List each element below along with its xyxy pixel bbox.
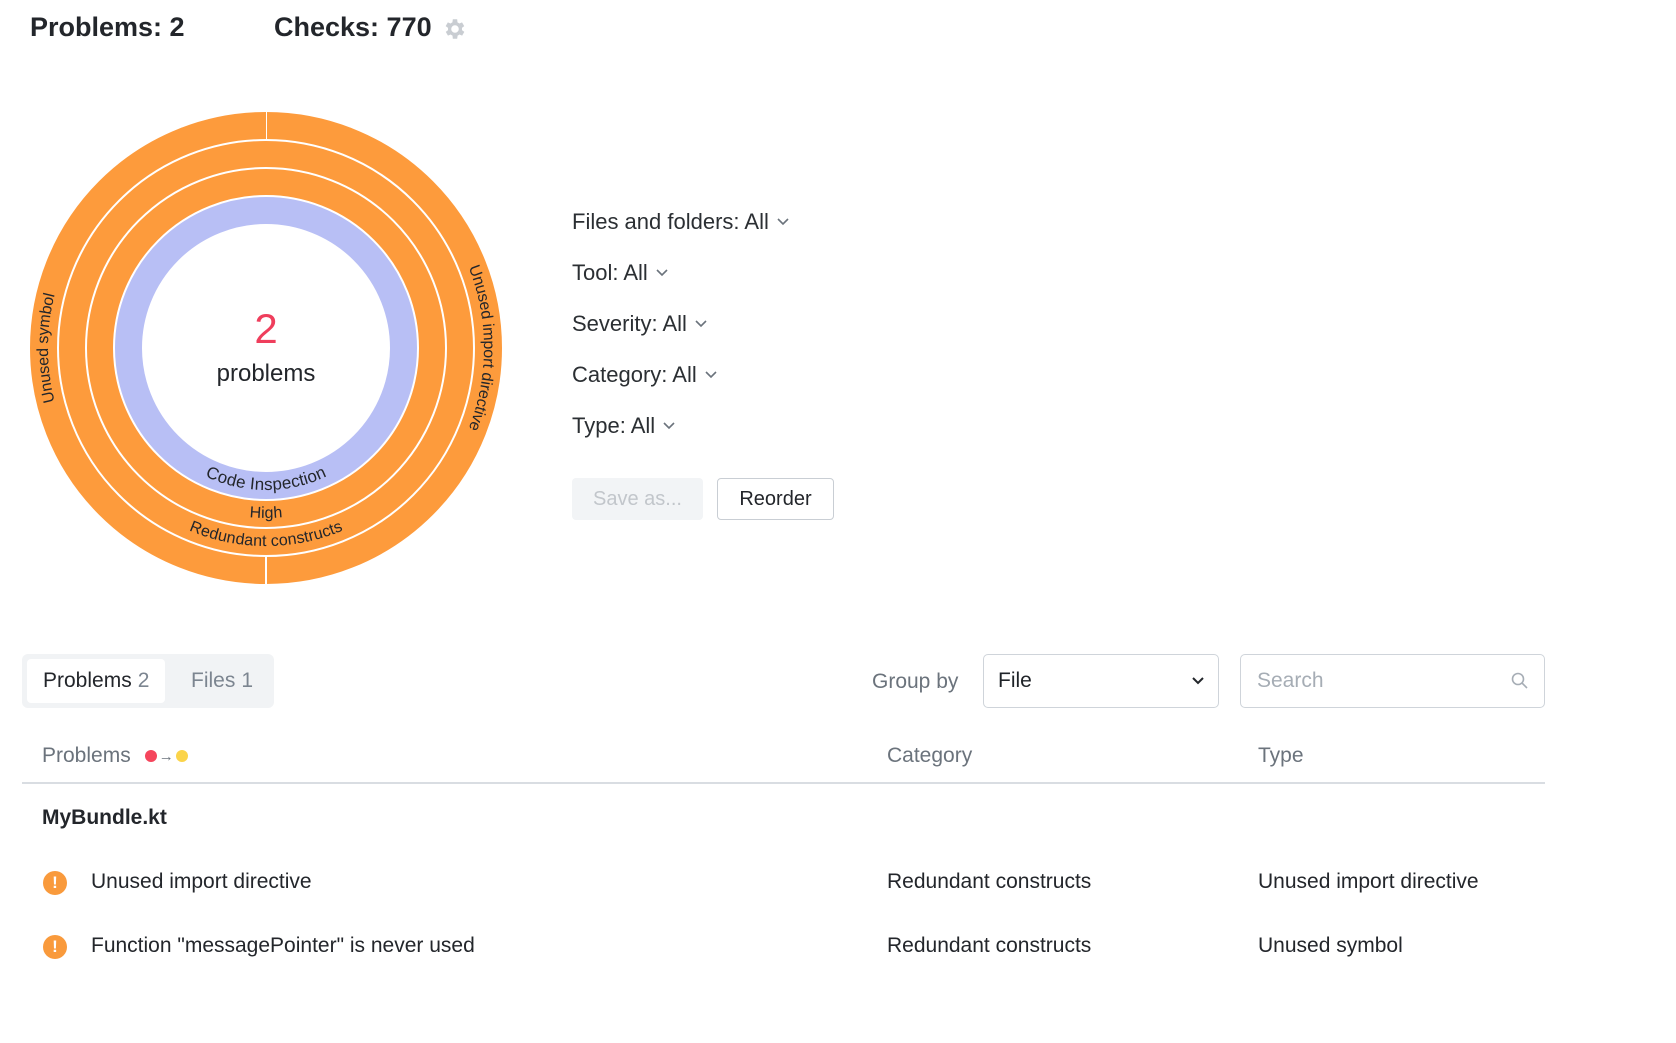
category-text: Redundant constructs [887,870,1092,893]
problem-text: Unused import directive [91,870,312,893]
problems-count: Problems: 2 [30,12,185,42]
column-header-type[interactable]: Type [1258,744,1304,767]
ring-type-segment[interactable] [265,112,502,584]
group-by-label: Group by [872,670,959,693]
filter-label: Files and folders: All [572,209,769,234]
filter-tool[interactable]: Tool: All [572,260,668,286]
ring-type-segment[interactable] [30,112,267,584]
chevron-down-icon [656,269,668,277]
problem-text: Function "messagePointer" is never used [91,934,475,957]
filter-label: Tool: All [572,260,648,285]
ring-type-label: Unused symbol [35,291,59,404]
tab-label: Files [191,669,236,692]
group-by-select[interactable]: File [983,654,1219,708]
gear-icon[interactable] [442,16,468,42]
checks-count: Checks: 770 [274,12,432,42]
reorder-button[interactable]: Reorder [717,478,834,520]
warning-icon: ! [43,935,67,959]
warning-icon: ! [43,871,67,895]
filter-type[interactable]: Type: All [572,413,675,439]
arrow-right-icon: → [158,747,174,765]
filter-files-and-folders[interactable]: Files and folders: All [572,209,789,235]
tab-problems[interactable]: Problems 2 [27,659,166,703]
chevron-down-icon [1192,677,1204,685]
chevron-down-icon [695,320,707,328]
chevron-down-icon [777,218,789,226]
tab-files[interactable]: Files 1 [175,659,269,703]
file-group-header[interactable]: MyBundle.kt [42,806,167,829]
search-input[interactable] [1255,668,1489,694]
column-header-problems[interactable]: Problems → [42,744,188,768]
filter-label: Severity: All [572,311,687,336]
filter-severity[interactable]: Severity: All [572,311,707,337]
ring-separator [57,139,475,557]
search-box[interactable] [1240,654,1545,708]
chevron-down-icon [705,371,717,379]
filter-category[interactable]: Category: All [572,362,717,388]
column-label: Problems [42,744,131,767]
header-divider [22,782,1545,784]
ring-severity-label: High [249,504,283,522]
ring-category-segment[interactable] [58,140,474,556]
filter-label: Category: All [572,362,697,387]
search-icon[interactable] [1510,671,1530,691]
group-by-value: File [998,669,1032,692]
chevron-down-icon [663,422,675,430]
center-label: problems [217,360,316,387]
ring-tool-segment[interactable] [114,196,418,500]
save-as-button[interactable]: Save as... [572,478,703,520]
severity-low-dot-icon [175,750,188,762]
filter-label: Type: All [572,413,656,438]
view-tabs: Problems 2 Files 1 [22,654,274,708]
type-text: Unused import directive [1258,870,1479,893]
ring-separator [85,167,447,529]
column-header-category[interactable]: Category [887,744,973,767]
ring-severity-segment[interactable] [86,168,446,528]
tab-count: 2 [137,669,150,692]
ring-separator [113,195,419,501]
tab-count: 1 [241,669,254,692]
category-text: Redundant constructs [887,934,1092,957]
severity-high-dot-icon [144,750,157,762]
tab-label: Problems [43,669,132,692]
center-value: 2 [254,305,277,352]
type-text: Unused symbol [1258,934,1403,957]
